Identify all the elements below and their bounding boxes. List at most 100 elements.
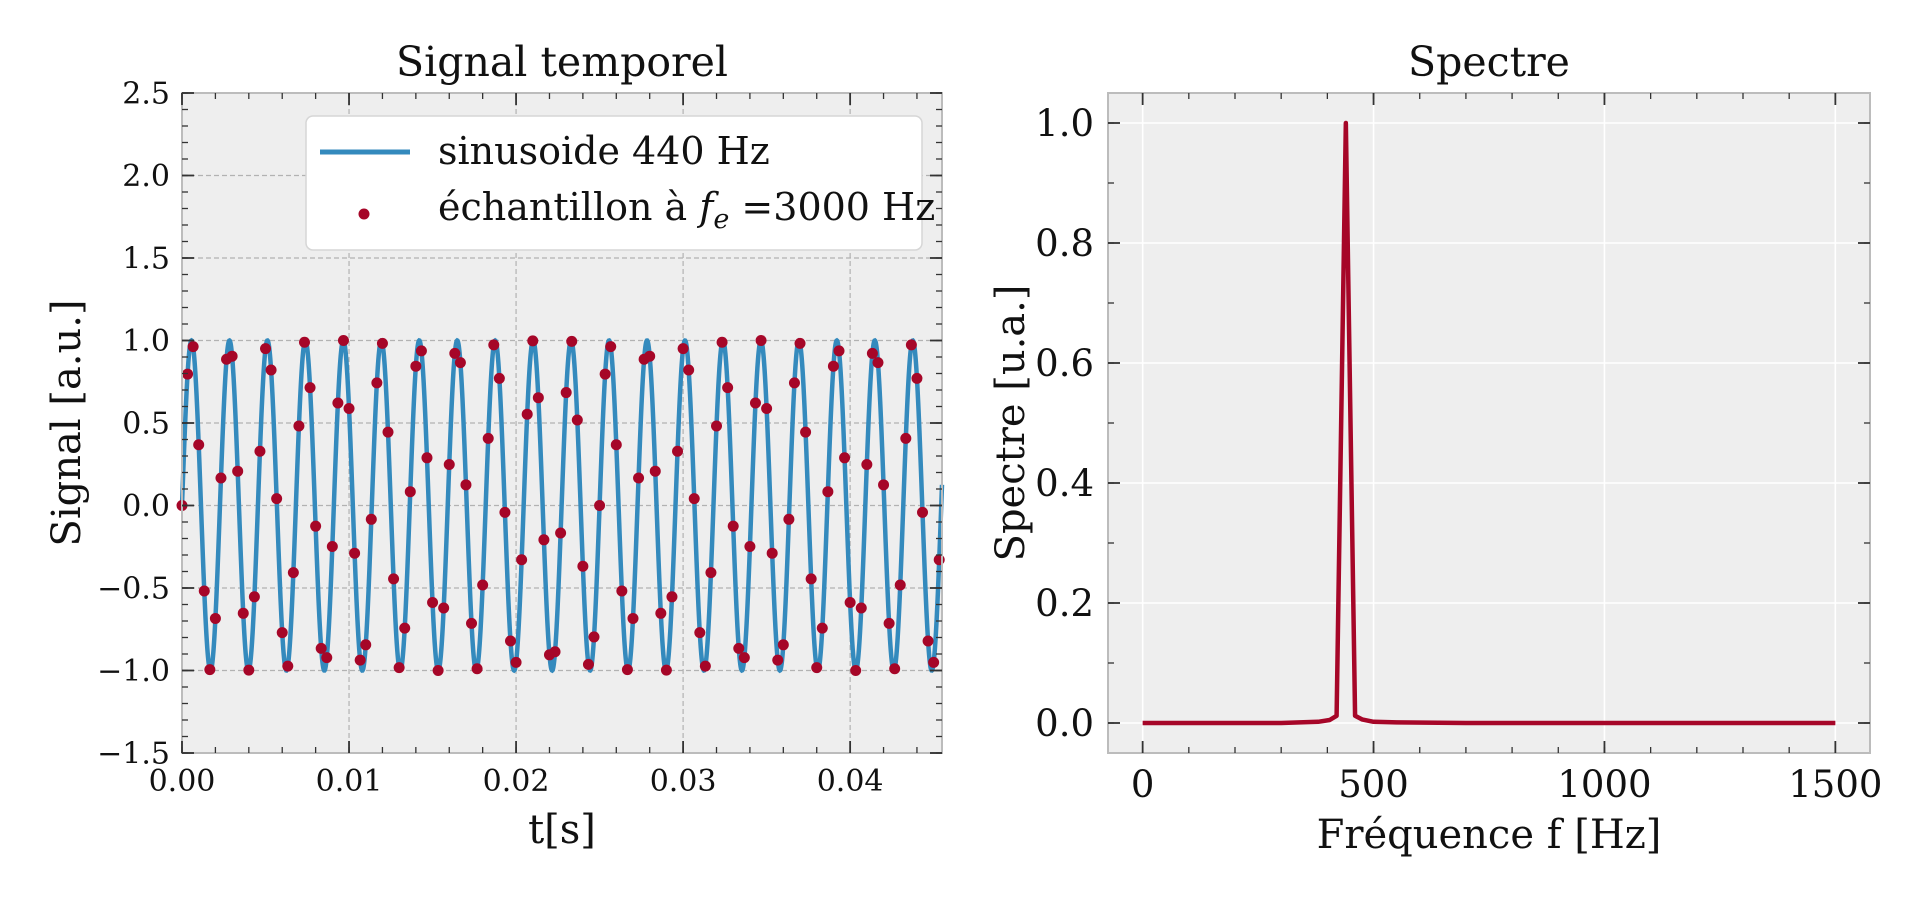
sample-point [588,631,600,643]
sample-point [861,458,873,470]
sample-point [282,660,294,672]
sample-point [894,579,906,591]
sample-point [271,493,283,505]
time-signal-chart: 0.00 0.01 0.02 0.03 0.04 −1.5 −1.0 −0.5 0.0 0.5 1… [44,38,945,853]
sample-point [772,654,784,666]
sample-point [666,591,678,603]
sample-point [582,658,594,670]
y-tick-label: −1.5 [97,737,170,772]
sample-point [265,364,277,376]
sample-point [644,350,656,362]
sample-point [460,479,472,491]
sample-point [482,432,494,444]
sample-point [287,567,299,579]
sample-point [844,596,856,608]
sample-point [872,357,884,369]
sample-point [538,534,550,546]
sample-point [733,642,745,654]
sample-point [599,368,611,380]
y-tick-labels: −1.5 −1.0 −0.5 0.0 0.5 1.0 1.5 2.0 2.5 [97,77,170,772]
sample-point [633,472,645,484]
sample-point [672,445,684,457]
sample-point [471,663,483,675]
x-tick-label: 500 [1338,763,1409,806]
sample-point [432,664,444,676]
spectrum-chart: 0 500 1000 1500 0.0 0.2 0.4 0.6 0.8 1.0 Spectre … [988,38,1882,858]
series-line-spectrum [1142,120,1836,726]
sample-point [850,664,862,676]
y-axis-label: Spectre [u.a.] [988,285,1034,562]
sample-point [711,420,723,432]
sample-point [449,347,461,359]
sample-point [783,513,795,525]
sample-point [722,382,734,394]
y-tick-label: 0.0 [122,489,170,524]
series-layer [1142,120,1836,726]
sample-point [516,554,528,566]
sample-point [421,452,433,464]
y-tick-label: 0.0 [1035,702,1094,745]
sample-point [260,343,272,355]
sample-point [204,664,216,676]
sample-point [376,337,388,349]
sample-point [738,652,750,664]
sample-point [649,465,661,477]
sample-point [727,520,739,532]
x-tick-label: 0.02 [483,764,550,799]
sample-point [549,646,561,658]
sample-point [209,612,221,624]
sample-point [343,403,355,415]
sample-point [321,652,333,664]
sample-point [683,364,695,376]
sample-point [293,420,305,432]
sample-point [577,560,589,572]
sample-point [839,452,851,464]
sample-point [393,662,405,674]
y-tick-label: 0.8 [1035,222,1094,265]
sample-points [176,335,945,676]
sample-point [532,392,544,404]
sample-point [332,397,344,409]
sample-point [388,573,400,585]
sample-point [777,639,789,651]
y-tick-label: −1.0 [97,654,170,689]
sample-point [833,345,845,357]
x-tick-labels: 0 500 1000 1500 [1131,763,1883,806]
sample-point [382,426,394,438]
sample-point [499,506,511,518]
y-tick-label: 0.6 [1035,342,1094,385]
sample-point [716,336,728,348]
sample-point [922,635,934,647]
sample-point [248,591,260,603]
y-tick-label: 1.0 [1035,102,1094,145]
sample-point [905,339,917,351]
x-tick-label: 0.04 [817,764,884,799]
sample-point [610,439,622,451]
legend-entry-sinusoid: sinusoide 440 Hz [438,129,770,173]
sample-point [443,458,455,470]
y-tick-label: 1.5 [122,242,170,277]
sample-point [237,607,249,619]
y-tick-label: 1.0 [122,324,170,359]
x-tick-label: 1000 [1557,763,1651,806]
sample-point [243,664,255,676]
sample-point [688,493,700,505]
sample-point [605,341,617,353]
sample-point [410,360,422,372]
sample-point [326,541,338,553]
chart-title: Spectre [1408,38,1570,86]
series-line-sinusoid [179,337,945,674]
sample-point [917,506,929,518]
sample-point [415,345,427,357]
x-axis-label: Fréquence f [Hz] [1317,812,1662,858]
sample-point [694,627,706,639]
sample-point [454,357,466,369]
legend-entry-samples: échantillon à fe =3000 Hz [438,185,935,235]
sample-point [811,662,823,674]
y-tick-label: 2.0 [122,159,170,194]
sample-point [187,341,199,353]
sample-point [677,343,689,355]
x-tick-label: 0.01 [316,764,383,799]
legend-samples-suffix: =3000 Hz [729,185,935,229]
